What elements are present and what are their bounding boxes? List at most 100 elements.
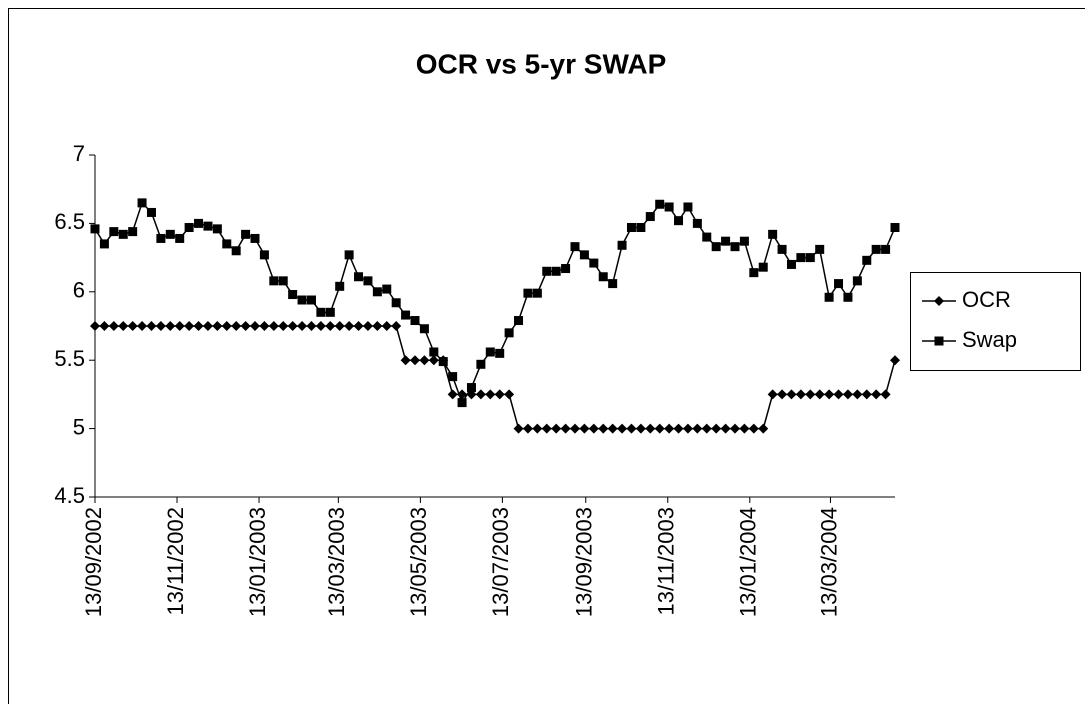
x-tick-label: 13/07/2003 xyxy=(488,507,513,617)
x-tick-label: 13/09/2002 xyxy=(81,507,106,617)
marker xyxy=(287,321,298,331)
marker xyxy=(269,276,279,286)
marker xyxy=(410,316,420,326)
marker xyxy=(99,239,109,249)
marker xyxy=(241,229,251,239)
marker xyxy=(843,292,853,302)
x-tick-label: 13/03/2003 xyxy=(324,507,349,617)
y-tick-label: 5.5 xyxy=(54,346,85,371)
legend-box xyxy=(910,272,1081,371)
marker xyxy=(617,423,628,434)
marker xyxy=(382,284,392,294)
marker xyxy=(156,233,166,243)
marker xyxy=(636,223,646,233)
x-tick-label: 13/11/2003 xyxy=(654,507,679,615)
marker xyxy=(137,321,148,331)
legend-label: Swap xyxy=(962,327,1017,352)
marker xyxy=(268,321,279,331)
marker xyxy=(654,423,665,434)
marker xyxy=(607,423,618,434)
marker xyxy=(655,199,665,209)
marker xyxy=(786,259,796,269)
marker xyxy=(645,423,656,434)
marker xyxy=(833,389,844,400)
marker xyxy=(749,268,759,278)
marker xyxy=(617,240,627,250)
marker xyxy=(278,276,288,286)
marker xyxy=(391,298,401,308)
marker xyxy=(118,321,129,331)
marker xyxy=(598,423,609,434)
marker xyxy=(334,321,345,331)
marker xyxy=(118,229,128,239)
marker xyxy=(128,227,138,237)
marker xyxy=(428,355,439,366)
marker xyxy=(551,423,562,434)
marker xyxy=(372,287,382,297)
marker xyxy=(589,258,599,268)
marker xyxy=(570,423,580,434)
marker xyxy=(664,423,675,434)
marker xyxy=(231,321,242,331)
marker xyxy=(674,216,684,226)
marker xyxy=(692,218,702,228)
marker xyxy=(447,389,458,400)
marker xyxy=(203,221,213,231)
marker xyxy=(560,423,571,434)
marker xyxy=(419,324,429,334)
marker xyxy=(429,347,439,357)
y-tick-label: 6 xyxy=(73,278,85,303)
marker xyxy=(165,321,176,331)
marker xyxy=(485,347,495,357)
marker xyxy=(768,229,778,239)
marker xyxy=(815,244,825,254)
marker xyxy=(862,255,872,265)
marker xyxy=(202,321,213,331)
marker xyxy=(184,223,194,233)
legend-label: OCR xyxy=(962,287,1011,312)
marker xyxy=(664,202,674,212)
marker xyxy=(683,202,693,212)
marker xyxy=(316,307,326,317)
marker xyxy=(739,423,750,434)
marker xyxy=(608,279,618,289)
marker xyxy=(795,389,806,400)
marker xyxy=(504,389,515,400)
marker xyxy=(372,321,383,331)
marker xyxy=(551,266,561,276)
marker xyxy=(362,321,373,331)
marker xyxy=(240,321,251,331)
marker xyxy=(824,389,835,400)
marker xyxy=(871,389,882,400)
marker xyxy=(325,321,336,331)
x-tick-label: 13/11/2002 xyxy=(163,507,188,615)
marker xyxy=(250,321,260,331)
marker xyxy=(579,423,590,434)
marker xyxy=(475,389,486,400)
marker xyxy=(532,423,543,434)
marker xyxy=(579,250,589,260)
marker xyxy=(250,233,260,243)
marker xyxy=(777,244,787,254)
marker xyxy=(175,233,185,243)
marker xyxy=(890,223,900,233)
marker xyxy=(353,321,364,331)
y-tick-label: 7 xyxy=(73,141,85,166)
marker xyxy=(626,223,636,233)
marker xyxy=(194,218,204,228)
marker xyxy=(561,264,571,274)
marker xyxy=(90,321,100,331)
marker xyxy=(871,244,881,254)
marker xyxy=(297,321,308,331)
marker xyxy=(758,262,768,272)
marker xyxy=(438,357,448,367)
marker xyxy=(155,321,166,331)
marker xyxy=(522,423,533,434)
marker xyxy=(805,389,816,400)
marker xyxy=(165,229,175,239)
marker xyxy=(494,389,505,400)
marker xyxy=(721,236,731,246)
marker xyxy=(532,288,542,298)
marker xyxy=(222,239,232,249)
